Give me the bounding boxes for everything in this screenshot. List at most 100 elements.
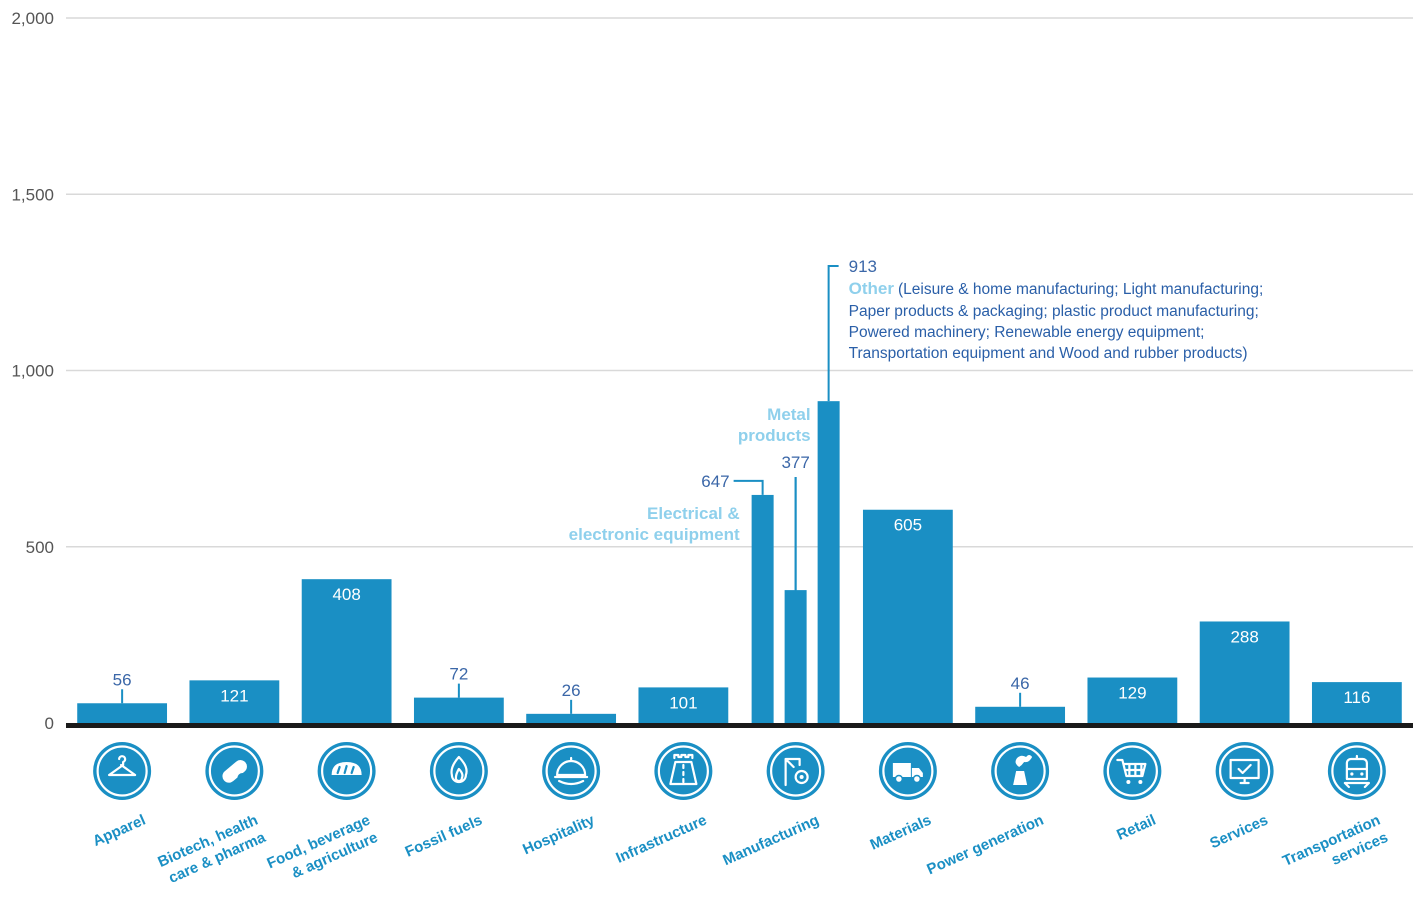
bar [638,687,729,723]
icon-ring [545,745,597,797]
icon-ring [96,745,148,797]
other-description: (Leisure & home manufacturing; Light man… [898,281,1263,298]
crane-gear-icon [766,742,825,800]
icon-ring [1331,745,1383,797]
truck-icon [878,742,937,800]
bar-manufacturing-sub [784,590,807,723]
y-tick-label: 1,000 [11,362,54,381]
power-plant-icon [991,742,1050,800]
bar [301,579,392,723]
category-label: Apparel [90,812,148,850]
category-label-line: Manufacturing [720,812,821,870]
y-tick-label: 0 [45,714,54,733]
value-label: 46 [1011,674,1030,693]
icon-stroke [669,753,698,786]
category-label: Food, beverage& agriculture [265,812,381,883]
category-label-line: Power generation [924,812,1046,879]
x-axis-line [66,723,1413,728]
category-label-line: Materials [868,812,934,854]
other-description: Powered machinery; Renewable energy equi… [849,324,1205,341]
icon-stroke [1343,754,1370,789]
icon-stroke [336,764,355,775]
icon-ring [657,745,709,797]
sub-category-label: Electrical & [647,504,740,523]
icon-ring [321,745,373,797]
value-label: 288 [1230,627,1258,646]
flame-icon [429,742,488,800]
icon-fill [222,760,247,783]
category-label: Fossil fuels [403,812,485,861]
value-label: 121 [220,686,248,705]
icon-fill [1360,772,1364,776]
icon-fill [892,763,923,777]
category-label: Manufacturing [720,812,821,870]
category-label-line: Fossil fuels [403,812,485,861]
bar [526,713,617,723]
value-labels: 56 121 408 72 26 101 647 Electrical & electronic… [113,257,1370,714]
value-label: 101 [669,693,697,712]
y-tick-label: 2,000 [11,9,54,28]
icon-badge [1327,742,1386,800]
icon-stroke [554,756,589,786]
icon-stroke [1229,758,1260,785]
icon-ring [433,745,485,797]
icon-ring [994,745,1046,797]
category-label: Power generation [924,812,1046,879]
category-label-line: Apparel [90,812,148,850]
category-label-line: Hospitality [520,811,598,858]
bar [1199,621,1290,723]
other-label: Other (Leisure & home manufacturing; Ligh… [849,279,1264,298]
value-label: 913 [849,257,877,276]
value-label: 377 [781,453,809,472]
category-label: Retail [1114,812,1158,844]
bars [77,401,1402,723]
icon-stroke [784,757,801,787]
other-description: Paper products & packaging; plastic prod… [849,303,1259,320]
value-label: 605 [894,516,922,535]
icon-fill [1013,771,1028,785]
icon-badge [93,742,152,800]
icon-ring [208,745,260,797]
leader-line [827,265,839,402]
bar [413,697,504,723]
bar [189,680,280,723]
road-icon [654,742,713,800]
value-label: 26 [562,681,581,700]
hanger-icon [93,742,152,800]
bar-manufacturing-sub [751,494,774,723]
sub-category-label: products [738,426,811,445]
y-tick-label: 1,500 [11,185,54,204]
other-name: Other [849,279,895,298]
bar [862,509,953,723]
icon-fill [1015,755,1033,767]
value-label: 129 [1118,684,1146,703]
value-label: 72 [449,665,468,684]
bar [77,703,168,723]
category-icons [93,742,1386,800]
train-icon [1327,742,1386,800]
icon-fill [1126,780,1131,784]
pill-icon [205,742,264,800]
y-axis-ticks: 0 500 1,000 1,500 2,000 [11,9,54,733]
icon-ring [1219,745,1271,797]
icon-stroke [794,769,809,785]
icon-fill [894,774,904,784]
icon-stroke [1116,758,1147,778]
icon-ring [882,745,934,797]
sub-category-label: Metal [767,405,810,424]
icon-badge [542,742,601,800]
icon-ring [1106,745,1158,797]
bar-manufacturing-sub [817,401,840,723]
category-label: Materials [868,812,934,854]
bar [1087,677,1178,723]
icon-fill [912,774,922,784]
other-description: Transportation equipment and Wood and ru… [849,345,1248,362]
icon-stroke [454,767,464,783]
icon-stroke [108,755,137,777]
bread-icon [317,742,376,800]
value-label: 408 [332,585,360,604]
sub-category-label: electronic equipment [569,525,740,544]
